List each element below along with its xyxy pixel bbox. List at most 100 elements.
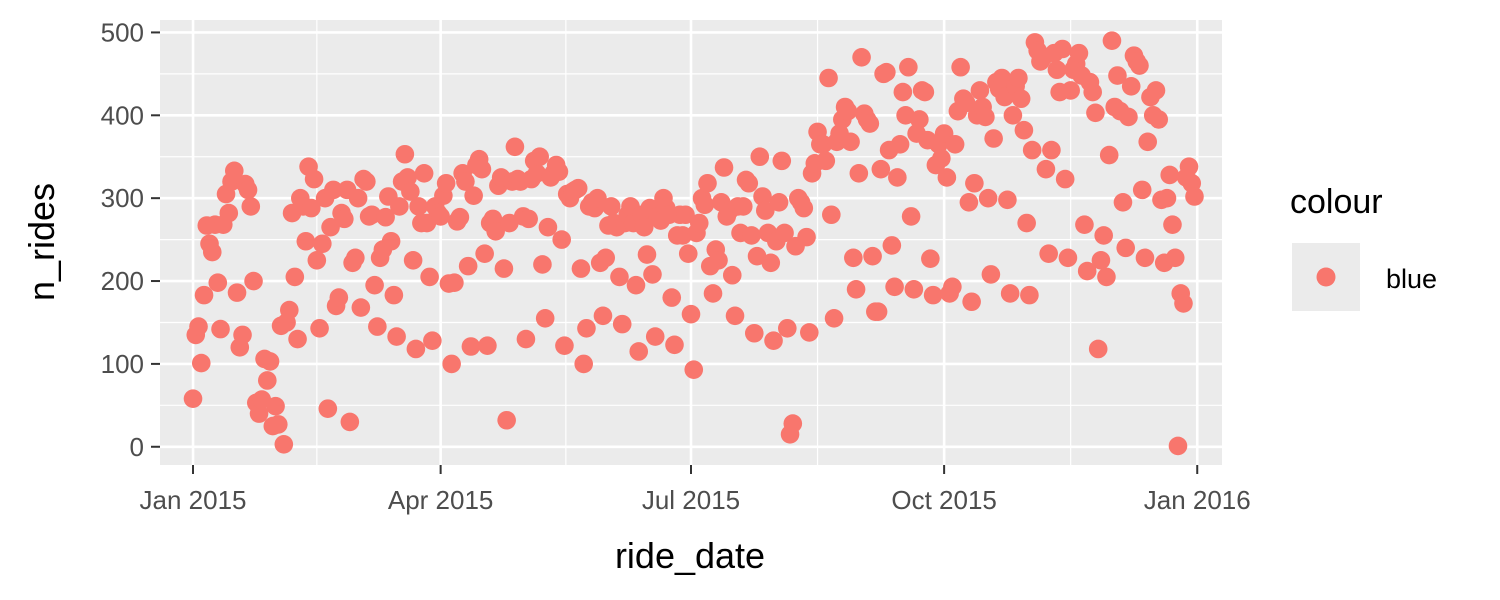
data-point [904,280,924,299]
data-point [888,168,907,187]
data-point [755,201,775,220]
data-point [893,82,913,102]
data-point [689,213,709,233]
x-tick-label: Jan 2016 [1144,485,1251,515]
data-point [676,205,695,225]
data-point [1138,132,1158,152]
data-point [285,267,305,287]
data-point [626,275,646,295]
data-point [747,246,767,266]
data-point [260,352,280,371]
data-point [549,162,569,181]
data-point [863,246,882,266]
data-point [645,327,665,346]
data-point [1157,188,1177,208]
data-point [571,259,591,278]
data-point [1130,56,1149,75]
data-point [709,251,728,270]
data-point [593,306,613,326]
data-point [486,222,505,241]
data-point [249,404,269,423]
data-point [403,251,423,270]
data-point [464,186,483,205]
data-point [401,182,420,201]
data-point [860,114,880,133]
data-point [772,151,792,171]
data-point [678,244,698,263]
data-point [475,244,494,263]
data-point [1083,82,1102,102]
data-point [1121,76,1141,96]
data-point [478,336,497,355]
data-point [258,371,277,390]
data-point [841,132,860,152]
data-point [846,280,866,299]
data-point [1014,120,1034,140]
data-point [871,159,891,179]
data-point [844,248,863,268]
data-point [937,168,957,187]
data-point [357,172,376,191]
data-point [681,304,701,324]
data-point [211,319,230,339]
data-point [1185,187,1204,206]
data-point [1097,267,1116,287]
data-point [1149,110,1169,129]
legend-label-blue: blue [1386,264,1437,294]
data-point [406,339,426,359]
data-point [1168,436,1188,456]
data-point [494,259,514,278]
y-tick-label: 200 [101,266,144,296]
data-point [1113,193,1133,212]
data-point [1053,39,1072,59]
data-point [324,180,343,200]
data-point [409,197,428,216]
data-point [684,360,704,380]
data-point [516,329,536,349]
x-tick-label: Jan 2015 [140,485,247,515]
data-point [233,325,252,345]
data-point [868,302,888,321]
data-point [568,178,588,198]
data-point [643,265,662,284]
data-point [813,135,833,154]
data-point [634,217,654,237]
data-point [849,164,869,183]
data-point [838,101,858,121]
data-point [822,205,841,225]
data-point [238,180,258,200]
data-point [1036,159,1056,179]
data-point [456,172,475,191]
data-point [783,414,803,433]
data-point [698,173,717,193]
data-point [1160,165,1180,185]
data-point [750,147,770,167]
data-point [1058,248,1078,268]
data-point [398,168,417,187]
data-point [321,217,340,237]
data-point [362,205,382,225]
data-point [1017,213,1036,233]
data-point [1174,294,1193,313]
data-point [695,195,715,215]
data-point [348,188,368,208]
data-point [1047,60,1067,80]
x-axis-title: ride_date [615,535,765,576]
data-point [915,82,935,102]
y-axis-title: n_rides [21,183,62,301]
x-tick-label: Oct 2015 [891,485,997,515]
data-point [877,62,896,82]
data-point [1108,66,1127,85]
data-point [951,57,970,77]
data-point [1102,31,1122,51]
data-point [662,288,682,307]
data-point [1020,285,1039,305]
data-point [923,285,943,305]
data-point [970,81,990,100]
x-tick-label: Apr 2015 [388,485,494,515]
data-point [461,337,481,356]
data-point [1119,107,1138,127]
data-point [1165,248,1185,268]
data-point [819,68,838,88]
data-point [436,173,456,193]
